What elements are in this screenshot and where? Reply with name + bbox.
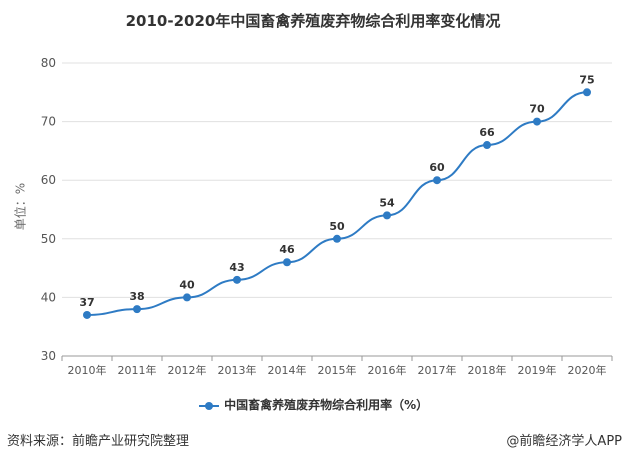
x-tick-label: 2016年 (368, 363, 407, 377)
data-point (333, 234, 341, 243)
data-point (283, 258, 291, 267)
y-tick-label: 30 (41, 349, 56, 363)
data-point (183, 293, 191, 302)
data-point (483, 141, 491, 150)
data-label: 38 (129, 290, 144, 303)
data-label: 37 (79, 296, 94, 309)
chart-title: 2010-2020年中国畜禽养殖废弃物综合利用率变化情况 (125, 12, 501, 30)
data-point (133, 305, 141, 314)
y-tick-label: 80 (41, 56, 56, 70)
data-label: 66 (479, 126, 495, 139)
data-point (83, 310, 91, 319)
data-label: 60 (429, 161, 445, 174)
data-point (583, 88, 591, 97)
data-label: 54 (379, 196, 395, 209)
x-tick-label: 2017年 (418, 363, 457, 377)
data-point (383, 211, 391, 220)
y-tick-label: 60 (41, 173, 56, 187)
x-tick-label: 2011年 (118, 363, 157, 377)
data-label: 75 (579, 73, 594, 86)
y-tick-label: 40 (41, 290, 56, 304)
x-tick-label: 2020年 (568, 363, 607, 377)
legend-marker (198, 401, 219, 410)
y-tick-label: 70 (41, 115, 56, 129)
data-label: 70 (529, 103, 545, 116)
x-tick-label: 2015年 (318, 363, 357, 377)
data-label: 43 (229, 261, 244, 274)
legend-label: 中国畜禽养殖废弃物综合利用率（%） (224, 398, 429, 412)
x-tick-label: 2018年 (468, 363, 507, 377)
x-tick-label: 2013年 (218, 363, 257, 377)
x-tick-label: 2010年 (68, 363, 107, 377)
data-point (233, 275, 241, 284)
data-label: 46 (279, 243, 295, 256)
data-label: 50 (329, 220, 345, 233)
y-tick-label: 50 (41, 232, 56, 246)
data-point (433, 176, 441, 185)
credit: @前瞻经济学人APP (506, 434, 622, 449)
series-line (86, 91, 588, 316)
x-tick-label: 2019年 (518, 363, 557, 377)
x-tick-label: 2014年 (268, 363, 307, 377)
data-point (533, 117, 541, 126)
legend: 中国畜禽养殖废弃物综合利用率（%） (0, 396, 626, 413)
data-label: 40 (179, 278, 195, 291)
source-note: 资料来源：前瞻产业研究院整理 (7, 434, 190, 449)
x-tick-label: 2012年 (168, 363, 207, 377)
